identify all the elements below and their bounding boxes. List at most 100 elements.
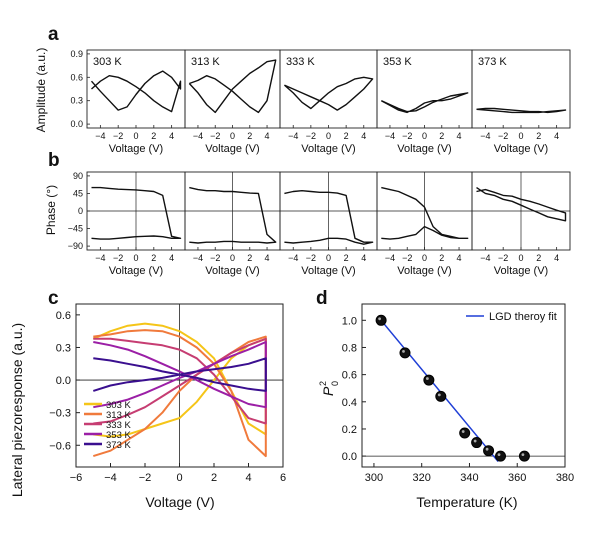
panel-c-ytick-label: 0.6 — [56, 310, 71, 322]
row-a-loop-333K — [283, 76, 374, 111]
row-b-loop-313K — [189, 186, 277, 244]
panel-d-data-point — [495, 450, 507, 462]
panel-d-ylabel-sub: 0 — [330, 381, 340, 386]
row-b-xtick-label: −4 — [288, 253, 298, 263]
panel-d-xtick-label: 320 — [413, 472, 431, 484]
panel-d-ylabel: P 0 2 — [318, 381, 340, 396]
row-b-ytick-label: 0 — [78, 206, 83, 216]
panel-c-legend-label: 313 K — [106, 410, 131, 421]
row-b-ylabel: Phase (°) — [44, 185, 58, 235]
row-a-xtick-label: 2 — [536, 131, 541, 141]
row-a-xtick-label: −4 — [193, 131, 203, 141]
panel-d-point-highlight — [473, 439, 477, 443]
row-b-xtick-label: 4 — [265, 253, 270, 263]
temperature-label: 313 K — [191, 56, 220, 68]
row-a-loop-353K — [380, 92, 469, 114]
row-a-xtick-label: 0 — [518, 131, 523, 141]
row-a-ytick-label: 0.9 — [70, 49, 83, 59]
panel-d-point-highlight — [437, 393, 441, 397]
panel-d-xtick-label: 380 — [556, 472, 574, 484]
panel-c-legend-label: 333 K — [106, 420, 131, 431]
panel-c-ytick-label: 0.3 — [56, 342, 71, 354]
row-a-xlabel: Voltage (V) — [205, 143, 259, 155]
panel-d-point-highlight — [497, 453, 501, 457]
row-b-xtick-label: −2 — [498, 253, 508, 263]
row-a-xtick-label: −4 — [288, 131, 298, 141]
row-a-subplot-2: −4 −2 0 2 4 Voltage (V) 313 K — [184, 49, 281, 155]
row-a-xlabel: Voltage (V) — [494, 143, 548, 155]
row-a-xtick-label: −4 — [95, 131, 105, 141]
panel-c-xtick-label: 0 — [176, 472, 182, 484]
row-b-xlabel: Voltage (V) — [109, 265, 163, 277]
row-a-xlabel: Voltage (V) — [109, 143, 163, 155]
row-b-ytick-label: 90 — [73, 171, 83, 181]
temperature-label: 373 K — [478, 56, 507, 68]
row-a-xtick-label: 2 — [344, 131, 349, 141]
row-b-xtick-label: −2 — [113, 253, 123, 263]
panel-label-b: b — [48, 150, 60, 171]
row-b-xtick-label: −4 — [385, 253, 395, 263]
panel-d-xlabel: Temperature (K) — [416, 494, 517, 510]
panel-d-data-point — [483, 445, 495, 457]
row-a-xtick-label: −2 — [498, 131, 508, 141]
panel-c-xtick-label: 2 — [211, 472, 217, 484]
panel-d-data-point — [518, 450, 530, 462]
row-a-xtick-label: 0 — [133, 131, 138, 141]
row-a-xtick-label: 0 — [422, 131, 427, 141]
row-a-subplot-3: −4 −2 0 2 4 Voltage (V) 333 K — [279, 49, 378, 155]
panel-label-d: d — [316, 288, 328, 309]
panel-d-point-highlight — [378, 317, 382, 321]
row-a-xtick-label: −4 — [480, 131, 490, 141]
row-b-ytick-label: −45 — [68, 224, 83, 234]
row-a-amplitude-panels: −4 −2 0 2 4 Voltage (V) 0.9 0.6 0.3 0.0 303 K −4 −2 0… — [70, 49, 571, 155]
row-a-xtick-label: −2 — [210, 131, 220, 141]
panel-c-xtick-label: −4 — [104, 472, 117, 484]
panel-c-xlabel: Voltage (V) — [145, 494, 214, 510]
row-b-xlabel: Voltage (V) — [205, 265, 259, 277]
panel-d-xtick-label: 340 — [460, 472, 478, 484]
row-b-xtick-label: −2 — [210, 253, 220, 263]
row-b-xtick-label: 2 — [247, 253, 252, 263]
temperature-label: 333 K — [286, 56, 315, 68]
panel-d-data-point — [399, 347, 411, 359]
row-a-subplot-5: −4 −2 0 2 4 Voltage (V) 373 K — [471, 49, 571, 155]
row-b-xtick-label: 0 — [422, 253, 427, 263]
row-b-xtick-label: 0 — [326, 253, 331, 263]
row-a-xtick-label: 4 — [169, 131, 174, 141]
row-b-subplot-2: −4 −2 0 2 4 Voltage (V) — [184, 171, 281, 277]
row-a-xtick-label: 4 — [554, 131, 559, 141]
row-a-subplot-1: −4 −2 0 2 4 Voltage (V) 0.9 0.6 0.3 0.0 303 K — [70, 49, 186, 155]
row-a-xtick-label: 4 — [361, 131, 366, 141]
panel-d-temperature: 300 320 340 360 380 1.0 0.8 0.6 0.4 0.2 0.0 LGD the… — [342, 303, 574, 484]
row-a-xlabel: Voltage (V) — [301, 143, 355, 155]
panel-d-xtick-label: 360 — [508, 472, 526, 484]
row-b-xlabel: Voltage (V) — [301, 265, 355, 277]
panel-c-xtick-label: 4 — [245, 472, 251, 484]
row-a-ytick-label: 0.6 — [70, 72, 83, 82]
panel-d-ytick-label: 0.6 — [342, 370, 357, 382]
panel-d-ylabel-sup: 2 — [318, 381, 328, 386]
panel-d-legend-label: LGD theroy fit — [489, 311, 557, 323]
panel-d-ytick-label: 0.0 — [342, 451, 357, 463]
row-b-ytick-label: 45 — [73, 188, 83, 198]
row-b-xlabel: Voltage (V) — [494, 265, 548, 277]
row-a-xtick-label: 0 — [326, 131, 331, 141]
panel-label-a: a — [48, 24, 59, 45]
panel-d-point-highlight — [461, 430, 465, 433]
temperature-label: 303 K — [93, 56, 122, 68]
row-a-xtick-label: 4 — [265, 131, 270, 141]
panel-d-ytick-label: 0.4 — [342, 397, 357, 409]
panel-c-xtick-label: 6 — [280, 472, 286, 484]
panel-d-data-point — [423, 374, 435, 386]
panel-d-data-point — [375, 314, 387, 326]
panel-c-legend-label: 303 K — [106, 400, 131, 411]
panel-d-xtick-label: 300 — [365, 472, 383, 484]
row-a-xtick-label: −4 — [385, 131, 395, 141]
row-b-subplot-5: −4 −2 0 2 4 Voltage (V) — [471, 171, 571, 277]
row-b-xtick-label: 0 — [518, 253, 523, 263]
row-b-xtick-label: −4 — [480, 253, 490, 263]
row-b-xtick-label: 2 — [151, 253, 156, 263]
panel-c-ytick-label: 0.0 — [56, 375, 71, 387]
panel-c-legend-label: 353 K — [106, 430, 131, 441]
